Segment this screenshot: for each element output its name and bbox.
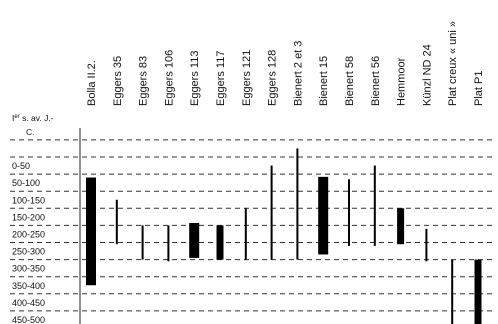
range-bar <box>270 165 273 260</box>
y-label: 250-300 <box>12 247 45 257</box>
range-bar <box>451 259 454 324</box>
category-label: Bienert 56 <box>370 56 382 106</box>
category-label: Hemmoor <box>396 57 408 106</box>
y-label: 350-400 <box>12 281 45 291</box>
range-bar <box>189 223 200 258</box>
range-bar <box>425 228 428 262</box>
y-label: 50-100 <box>12 178 40 188</box>
category-label: Eggers 128 <box>267 50 279 106</box>
range-bar <box>373 165 376 246</box>
range-bars <box>86 148 482 324</box>
category-label: Bienert 15 <box>318 56 330 106</box>
range-bar <box>474 259 482 324</box>
range-bar <box>296 148 299 260</box>
y-label: 300-350 <box>12 264 45 274</box>
category-label: Plat creux « uni » <box>447 21 459 106</box>
range-bar <box>115 199 118 245</box>
y-label: 400-450 <box>12 298 45 308</box>
category-labels: Bolla II.2. Eggers 35 Eggers 83 Eggers 106 E… <box>86 21 485 106</box>
y-label: 200-250 <box>12 229 45 239</box>
category-label: Eggers 35 <box>112 56 124 106</box>
y-axis-labels: Ier s. av. J.- C. 0-50 50-100 100-150 150-200… <box>12 113 54 324</box>
category-label: Künzl ND 24 <box>421 44 433 106</box>
range-bar <box>348 179 350 246</box>
range-bar <box>86 177 96 286</box>
category-label: Eggers 83 <box>138 56 150 106</box>
category-label: Eggers 117 <box>215 51 227 106</box>
category-label: Plat P1 <box>473 71 485 106</box>
range-bar <box>318 176 329 255</box>
category-label: Bienert 2 et 3 <box>292 41 304 106</box>
range-bar <box>244 208 247 260</box>
range-bar <box>397 208 405 245</box>
grid-lines <box>10 139 496 312</box>
category-label: Eggers 121 <box>241 50 253 106</box>
range-bar <box>216 225 224 260</box>
category-label: Eggers 113 <box>189 51 201 106</box>
y-label-first-line1: Ier s. av. J.- <box>12 113 54 123</box>
category-label: Bienert 58 <box>344 56 356 106</box>
y-label: 150-200 <box>12 212 45 222</box>
y-label-first-line2: C. <box>26 127 35 137</box>
range-bar <box>167 225 170 262</box>
category-label: Bolla II.2. <box>86 60 98 106</box>
category-label: Eggers 106 <box>163 50 175 106</box>
y-label: 0-50 <box>12 161 30 171</box>
y-label: 450-500 <box>12 315 45 324</box>
range-bar <box>141 225 144 260</box>
y-label: 100-150 <box>12 195 45 205</box>
